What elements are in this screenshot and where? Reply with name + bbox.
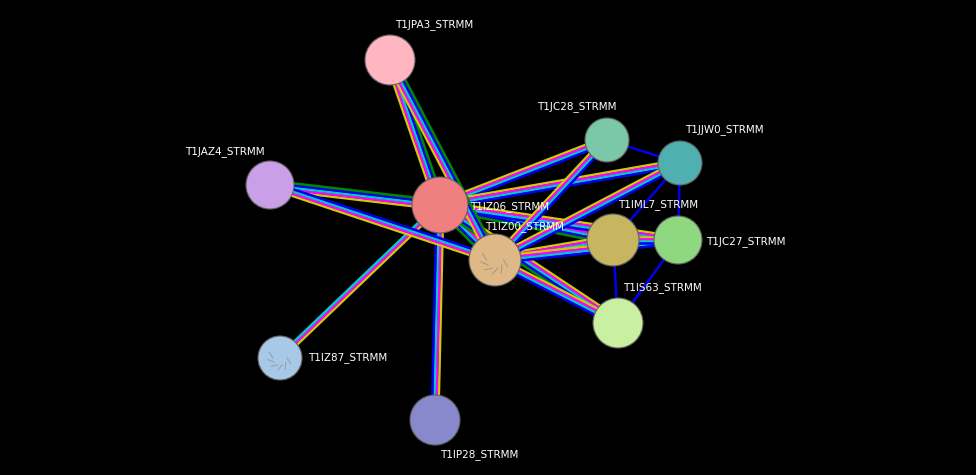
Text: T1IP28_STRMM: T1IP28_STRMM [440, 449, 518, 460]
Circle shape [654, 216, 702, 264]
Text: T1JPA3_STRMM: T1JPA3_STRMM [395, 19, 473, 30]
Circle shape [365, 35, 415, 85]
Circle shape [469, 234, 521, 286]
Circle shape [246, 161, 294, 209]
Text: T1JC28_STRMM: T1JC28_STRMM [537, 102, 617, 113]
Text: T1JJW0_STRMM: T1JJW0_STRMM [685, 124, 763, 135]
Text: T1IZ06_STRMM: T1IZ06_STRMM [470, 201, 549, 212]
Circle shape [410, 395, 460, 445]
Text: T1IZ00_STRMM: T1IZ00_STRMM [485, 221, 564, 232]
Circle shape [258, 336, 302, 380]
Circle shape [412, 177, 468, 233]
Circle shape [585, 118, 629, 162]
Circle shape [658, 141, 702, 185]
Text: T1IS63_STRMM: T1IS63_STRMM [623, 283, 702, 294]
Circle shape [593, 298, 643, 348]
Circle shape [587, 214, 639, 266]
Text: T1JC27_STRMM: T1JC27_STRMM [706, 237, 786, 247]
Text: T1IML7_STRMM: T1IML7_STRMM [618, 200, 698, 210]
Text: T1IZ87_STRMM: T1IZ87_STRMM [308, 352, 387, 363]
Text: T1JAZ4_STRMM: T1JAZ4_STRMM [185, 147, 265, 157]
